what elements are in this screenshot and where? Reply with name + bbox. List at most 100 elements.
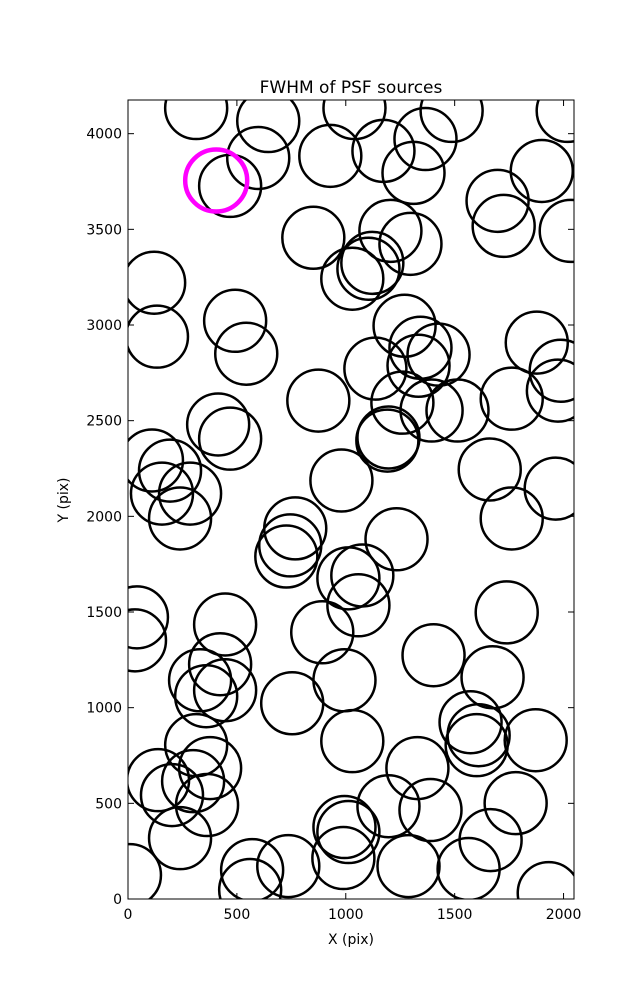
y-tick-label: 2000 <box>86 509 122 525</box>
psf-source <box>298 123 363 189</box>
psf-source <box>290 600 355 665</box>
psf-source <box>236 100 301 154</box>
psf-source <box>465 168 530 234</box>
y-tick-label: 0 <box>113 892 122 908</box>
psf-source <box>256 833 321 899</box>
psf-source <box>128 585 170 650</box>
psf-source <box>316 799 381 865</box>
psf-source <box>286 368 351 433</box>
psf-source <box>364 507 429 572</box>
psf-source <box>370 370 435 435</box>
psf-source <box>128 304 190 369</box>
psf-source <box>386 333 451 399</box>
x-axis-label: X (pix) <box>328 932 374 948</box>
y-tick-label: 4000 <box>86 127 122 143</box>
psf-source <box>214 321 279 386</box>
x-tick-label: 500 <box>224 907 251 923</box>
psf-source <box>483 770 548 836</box>
psf-source <box>147 486 213 551</box>
psf-source <box>509 138 574 204</box>
psf-source <box>225 125 291 191</box>
psf-source <box>187 631 253 697</box>
psf-source <box>474 580 539 645</box>
psf-source <box>129 461 195 526</box>
psf-source <box>528 338 574 403</box>
psf-source <box>312 794 377 860</box>
psf-source <box>393 106 458 172</box>
psf-source <box>438 689 503 755</box>
psf-source <box>128 842 163 899</box>
psf-source <box>259 671 325 736</box>
psf-source <box>444 712 509 778</box>
psf-source <box>503 707 568 773</box>
y-tick-label: 1000 <box>86 701 122 717</box>
psf-source <box>281 205 346 271</box>
psf-source <box>355 408 420 473</box>
psf-source <box>523 456 574 521</box>
x-tick-label: 1000 <box>328 907 364 923</box>
psf-source <box>356 773 421 839</box>
psf-source <box>219 837 285 899</box>
psf-source <box>340 230 405 296</box>
psf-source <box>471 193 536 259</box>
psf-source <box>147 805 213 871</box>
psf-source <box>185 392 251 457</box>
psf-source <box>401 622 466 688</box>
psf-source <box>311 825 376 891</box>
psf-source <box>202 288 268 354</box>
psf-source <box>525 358 574 423</box>
psf-source <box>358 198 423 264</box>
psf-source <box>137 438 203 503</box>
psf-source <box>378 211 443 277</box>
psf-source <box>320 246 385 311</box>
psf-source <box>254 524 319 589</box>
psf-source <box>128 428 185 493</box>
psf-source <box>436 836 501 899</box>
psf-source <box>197 406 263 471</box>
psf-source <box>177 735 243 801</box>
psf-source <box>538 198 574 264</box>
psf-source <box>381 140 446 206</box>
psf-source <box>376 833 441 899</box>
y-tick-label: 500 <box>95 796 122 812</box>
plot-frame <box>127 99 575 900</box>
psf-source <box>535 100 574 144</box>
psf-source <box>128 608 168 673</box>
psf-source <box>217 857 283 899</box>
y-axis-label: Y (pix) <box>56 478 72 524</box>
psf-source <box>479 486 544 551</box>
psf-source <box>457 437 522 502</box>
x-tick-label: 2000 <box>546 907 582 923</box>
psf-source <box>157 461 223 526</box>
psf-source <box>326 573 391 638</box>
psf-source <box>128 250 187 315</box>
y-tick-label: 2500 <box>86 414 122 430</box>
psf-source <box>182 147 250 214</box>
psf-source <box>167 648 233 713</box>
psf-source <box>163 100 229 141</box>
y-tick-label: 1500 <box>86 605 122 621</box>
psf-source <box>192 592 258 657</box>
psf-source <box>257 513 323 578</box>
psf-source <box>174 772 240 838</box>
psf-source <box>330 543 395 608</box>
y-tick-label: 3500 <box>86 222 122 238</box>
psf-source <box>425 378 490 443</box>
psf-source <box>385 735 450 801</box>
psf-source <box>516 860 574 899</box>
y-tick-label: 3000 <box>86 318 122 334</box>
psf-source <box>399 378 464 443</box>
psf-source <box>343 336 408 401</box>
psf-source <box>336 236 401 302</box>
x-tick-label: 0 <box>124 907 133 923</box>
psf-source <box>419 100 484 144</box>
psf-source <box>309 448 374 513</box>
psf-source <box>479 366 544 431</box>
psf-source <box>398 777 463 843</box>
psf-source <box>160 748 226 814</box>
chart-title: FWHM of PSF sources <box>260 78 443 98</box>
psf-source <box>504 310 570 375</box>
x-tick-label: 1500 <box>437 907 473 923</box>
psf-source <box>139 762 205 828</box>
